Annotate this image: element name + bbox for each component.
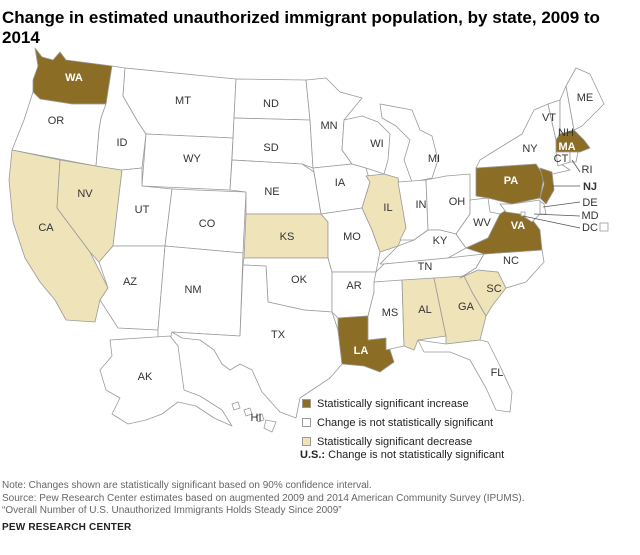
state-WI — [341, 115, 391, 175]
state-label-dc: DC — [582, 222, 598, 234]
state-AZ — [98, 245, 166, 331]
state-IA — [312, 163, 371, 215]
state-label-wi: WI — [370, 138, 383, 150]
legend-item-decrease: Statistically significant decrease — [302, 432, 493, 451]
legend-label-increase: Statistically significant increase — [317, 397, 469, 410]
state-label-ia: IA — [335, 177, 346, 189]
legend-item-increase: Statistically significant increase — [302, 394, 493, 413]
state-label-ga: GA — [458, 301, 475, 313]
brand-logo-text: PEW RESEARCH CENTER — [2, 522, 132, 533]
map-title: Change in estimated unauthorized immigra… — [2, 8, 600, 47]
state-label-ks: KS — [280, 231, 295, 243]
legend-item-no-change: Change is not statistically significant — [302, 413, 493, 432]
state-label-ky: KY — [433, 235, 448, 247]
state-label-ca: CA — [38, 222, 54, 234]
state-label-nj: NJ — [583, 181, 597, 193]
dc-swatch — [599, 222, 609, 232]
state-HI — [231, 401, 277, 433]
state-label-mn: MN — [320, 120, 337, 132]
state-label-nh: NH — [558, 127, 574, 139]
state-TX — [171, 264, 343, 419]
state-label-wy: WY — [183, 153, 201, 165]
state-label-co: CO — [199, 218, 216, 230]
footer-report: “Overall Number of U.S. Unauthorized Imm… — [2, 505, 342, 516]
state-label-me: ME — [577, 92, 594, 104]
state-label-wv: WV — [473, 217, 491, 229]
state-label-ne: NE — [264, 186, 279, 198]
state-AK — [99, 335, 233, 427]
state-label-ny: NY — [522, 143, 538, 155]
us-note-text: Change is not statistically significant — [328, 449, 505, 461]
footer-note: Note: Changes shown are statistically si… — [2, 480, 372, 491]
state-label-ms: MS — [382, 307, 399, 319]
state-label-al: AL — [418, 304, 431, 316]
map-legend: Statistically significant increase Chang… — [302, 394, 493, 451]
footer: Note: Changes shown are statistically si… — [2, 480, 638, 518]
state-label-nc: NC — [503, 255, 519, 267]
legend-label-decrease: Statistically significant decrease — [317, 435, 473, 448]
state-label-or: OR — [48, 115, 65, 127]
state-label-nm: NM — [184, 284, 201, 296]
footer-source: Source: Pew Research Center estimates ba… — [2, 492, 525, 504]
state-label-mi: MI — [428, 153, 440, 165]
state-label-sd: SD — [263, 142, 278, 154]
state-label-in: IN — [416, 199, 427, 211]
state-label-id: ID — [117, 137, 128, 149]
state-label-az: AZ — [123, 276, 137, 288]
legend-swatch-no-change — [302, 418, 311, 427]
legend-label-no-change: Change is not statistically significant — [317, 416, 494, 429]
state-label-sc: SC — [486, 283, 501, 295]
state-MD — [499, 199, 541, 223]
state-label-ar: AR — [346, 280, 361, 292]
state-label-ma: MA — [558, 141, 575, 153]
us-state-map: WA OR CA NV ID MT WY UT AZ CO NM ND SD NE KS OK TX MN IA MO… — [8, 47, 609, 433]
state-label-ak: AK — [138, 371, 153, 383]
state-label-oh: OH — [449, 196, 466, 208]
us-note: U.S.: Change is not statistically signif… — [300, 449, 504, 461]
state-NM — [157, 245, 244, 341]
state-label-pa: PA — [504, 175, 519, 187]
state-label-wa: WA — [65, 72, 83, 84]
state-label-vt: VT — [542, 112, 556, 124]
callout-lines — [522, 159, 581, 229]
state-DC — [520, 211, 526, 217]
state-label-nv: NV — [77, 188, 93, 200]
state-label-ok: OK — [291, 274, 308, 286]
state-SD — [231, 117, 314, 169]
state-FL — [417, 339, 513, 413]
state-label-md: MD — [581, 210, 598, 222]
state-label-fl: FL — [491, 367, 504, 379]
state-label-tn: TN — [418, 261, 433, 273]
legend-swatch-increase — [302, 399, 311, 408]
us-note-label: U.S.: — [300, 449, 326, 461]
state-label-ut: UT — [135, 204, 150, 216]
state-NJ — [539, 167, 555, 205]
state-label-mt: MT — [175, 95, 191, 107]
state-RI — [569, 151, 579, 163]
state-label-hi: HI — [251, 412, 262, 424]
state-IL — [361, 173, 407, 253]
state-label-ct: CT — [554, 153, 569, 165]
state-label-la: LA — [354, 345, 369, 357]
state-label-tx: TX — [271, 329, 286, 341]
state-label-mo: MO — [343, 231, 361, 243]
state-NC — [459, 249, 545, 289]
state-label-de: DE — [582, 197, 597, 209]
state-label-il: IL — [383, 202, 392, 214]
state-label-va: VA — [511, 220, 526, 232]
state-label-ri: RI — [582, 164, 593, 176]
legend-swatch-decrease — [302, 437, 311, 446]
state-label-nd: ND — [263, 98, 279, 110]
